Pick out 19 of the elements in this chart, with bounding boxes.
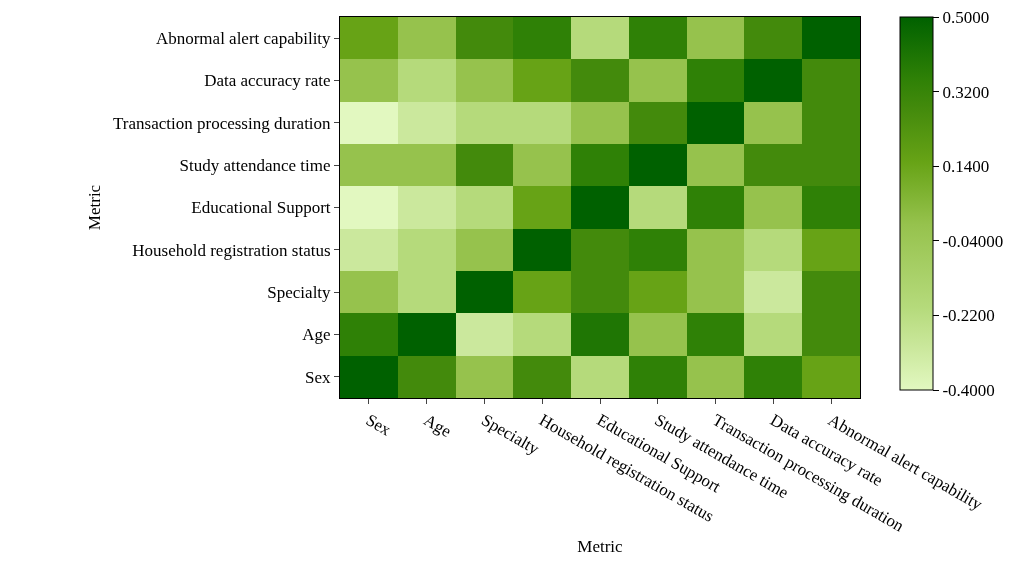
y-tick-label: Transaction processing duration bbox=[113, 113, 332, 133]
y-tick-label: Specialty bbox=[267, 283, 332, 303]
y-axis-title: Metric bbox=[84, 184, 104, 231]
y-tick-label: Abnormal alert capability bbox=[155, 29, 332, 49]
color-bar-label: 0.5000 bbox=[942, 7, 990, 27]
color-bar-label: 0.1400 bbox=[942, 157, 990, 177]
y-tick-label: Educational Support bbox=[191, 198, 331, 218]
y-tick-label: Study attendance time bbox=[179, 156, 331, 176]
color-bar-label: -0.2200 bbox=[942, 306, 995, 326]
color-bar-label: 0.3200 bbox=[942, 82, 990, 102]
color-bar-label: -0.04000 bbox=[942, 231, 1004, 251]
y-tick-label: Sex bbox=[305, 367, 332, 387]
x-tick-label: Sex bbox=[362, 410, 395, 440]
y-tick-label: Data accuracy rate bbox=[204, 71, 331, 91]
x-axis-title: Metric bbox=[577, 537, 624, 557]
color-bar-label: -0.4000 bbox=[942, 380, 995, 400]
y-tick-label: Age bbox=[302, 325, 331, 345]
x-tick-label: Age bbox=[420, 410, 455, 441]
y-tick-label: Household registration status bbox=[132, 240, 331, 260]
